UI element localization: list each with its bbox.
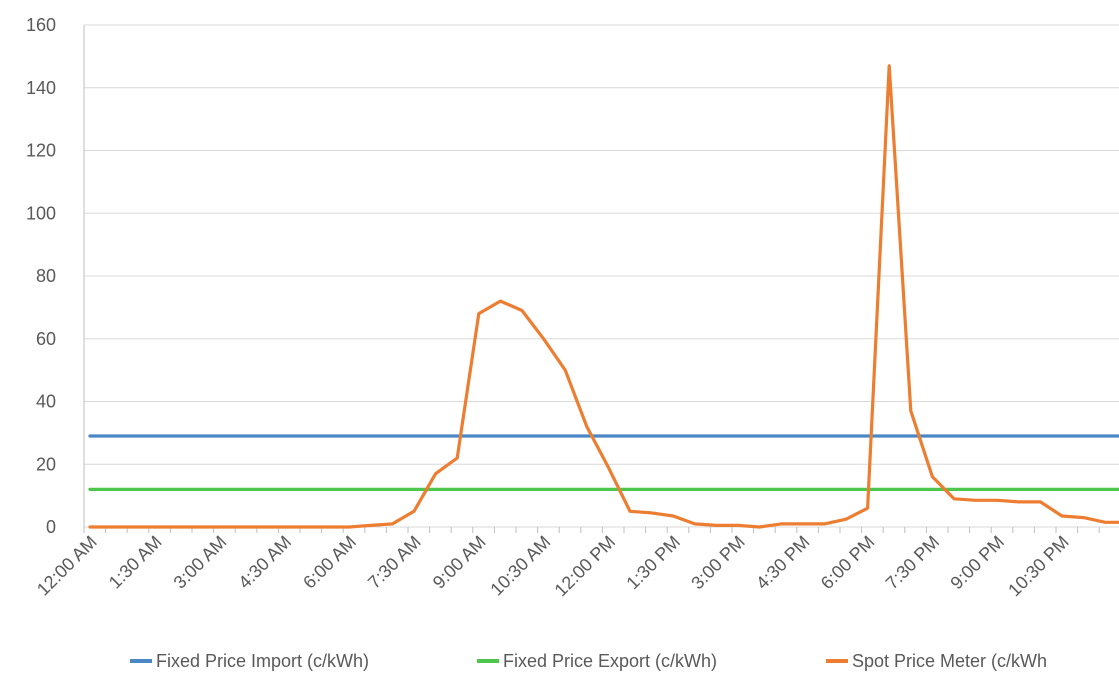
x-tick-label: 10:30 AM	[487, 532, 555, 600]
x-tick-label: 4:30 AM	[234, 532, 295, 593]
y-tick-label: 0	[46, 517, 56, 537]
y-tick-label: 140	[26, 78, 56, 98]
x-tick-label: 9:00 AM	[429, 532, 490, 593]
legend-label: Spot Price Meter (c/kWh	[852, 651, 1047, 671]
x-tick-label: 9:00 PM	[946, 532, 1008, 594]
x-tick-label: 1:30 PM	[622, 532, 684, 594]
y-tick-label: 120	[26, 141, 56, 161]
x-tick-label: 7:30 PM	[882, 532, 944, 594]
series-lines	[90, 66, 1119, 527]
y-tick-label: 60	[36, 329, 56, 349]
x-tick-label: 6:00 PM	[817, 532, 879, 594]
legend: Fixed Price Import (c/kWh) Fixed Price Ex…	[130, 651, 1047, 671]
x-tick-label: 3:00 PM	[687, 532, 749, 594]
x-axis: 12:00 AM 1:30 AM 3:00 AM 4:30 AM 6:00 AM 7:30…	[33, 527, 1099, 600]
x-tick-label: 12:00 AM	[33, 532, 101, 600]
y-tick-label: 20	[36, 454, 56, 474]
x-tick-label: 3:00 AM	[170, 532, 231, 593]
x-tick-label: 6:00 AM	[299, 532, 360, 593]
y-axis: 0 20 40 60 80 100 120 140 160	[26, 15, 84, 537]
y-tick-label: 160	[26, 15, 56, 35]
x-tick-label: 4:30 PM	[752, 532, 814, 594]
legend-label: Fixed Price Import (c/kWh)	[156, 651, 369, 671]
y-tick-label: 40	[36, 392, 56, 412]
x-tick-label: 1:30 AM	[105, 532, 166, 593]
x-tick-label: 12:00 PM	[551, 532, 620, 601]
x-tick-label: 7:30 AM	[364, 532, 425, 593]
y-tick-label: 80	[36, 266, 56, 286]
legend-label: Fixed Price Export (c/kWh)	[503, 651, 717, 671]
series-line-3	[90, 66, 1119, 527]
y-tick-label: 100	[26, 203, 56, 223]
x-tick-label: 10:30 PM	[1004, 532, 1073, 601]
